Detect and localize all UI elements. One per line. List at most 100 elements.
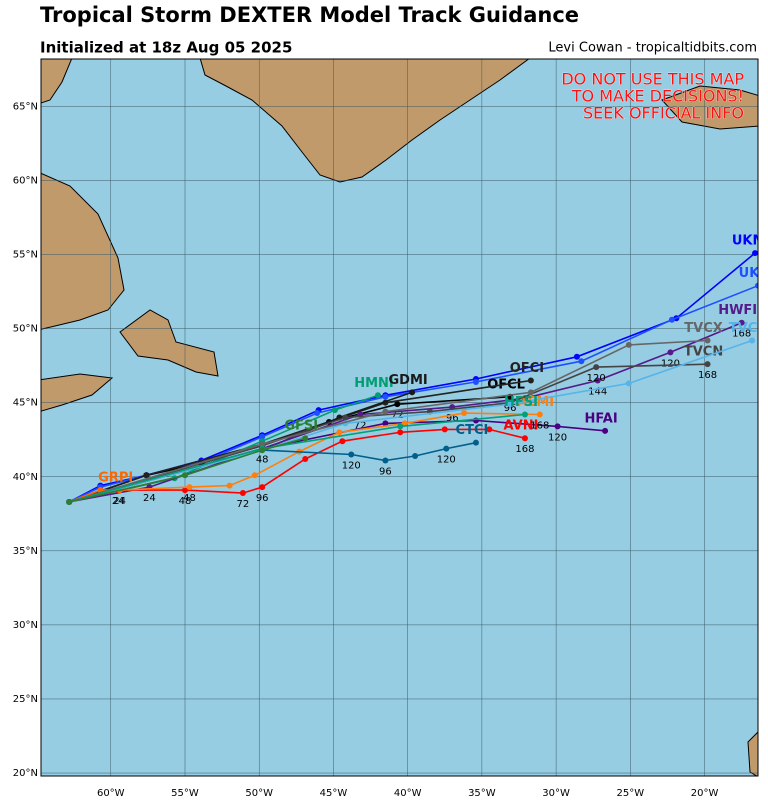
track-line	[69, 437, 306, 503]
track-point	[507, 401, 514, 408]
title: Tropical Storm DEXTER Model Track Guidan…	[40, 3, 579, 27]
track-point	[527, 389, 534, 396]
track-label: GFSI	[284, 419, 318, 434]
track-point	[336, 429, 343, 436]
track-point	[441, 426, 448, 433]
track-point	[461, 410, 468, 417]
forecast-hour: 96	[446, 413, 459, 424]
lat-tick-label: 60°N	[13, 175, 38, 186]
labrador	[41, 172, 125, 330]
track-label: OFCI	[510, 361, 544, 376]
track-label: HWFI	[718, 303, 757, 318]
subtitle: Initialized at 18z Aug 05 2025	[40, 39, 292, 57]
forecast-hour: 120	[342, 461, 361, 472]
lat-tick-label: 25°N	[13, 694, 38, 705]
baffin	[41, 59, 73, 104]
forecast-hour: 24	[113, 496, 126, 507]
track-point	[594, 377, 601, 384]
iceland	[661, 85, 758, 130]
track-point	[527, 377, 534, 384]
track-label: CTCI	[456, 423, 489, 438]
track-point	[181, 472, 188, 479]
greenland	[199, 59, 530, 183]
track-label: TVCN	[684, 345, 723, 360]
track-label: GDMI	[388, 373, 427, 388]
lon-tick-label: 45°W	[320, 788, 348, 799]
track-point	[342, 414, 349, 421]
track-point	[397, 423, 404, 430]
track-point	[755, 282, 758, 289]
lat-tick-label: 55°N	[13, 250, 38, 261]
lon-tick-label: 35°W	[468, 788, 496, 799]
track-label: HFSI	[504, 395, 538, 410]
forecast-hour: 168	[530, 421, 549, 432]
track-point	[382, 393, 389, 400]
track-point	[181, 487, 188, 494]
track-point	[302, 435, 309, 442]
lon-tick-label: 50°W	[245, 788, 273, 799]
track-point	[348, 451, 355, 458]
track-label: UKMI	[732, 234, 768, 249]
track-point	[239, 490, 246, 497]
track-point	[704, 361, 711, 368]
track-point	[143, 472, 150, 479]
forecast-hour: 120	[548, 432, 567, 443]
forecast-hour: 96	[379, 466, 392, 477]
track-label: GRPI	[98, 471, 133, 486]
track-point	[578, 358, 585, 365]
track-point	[573, 353, 580, 360]
track-point	[374, 392, 381, 399]
track-label: UKX	[739, 266, 768, 281]
lat-tick-label: 65°N	[13, 101, 38, 112]
track-point	[625, 380, 632, 387]
track-point	[382, 408, 389, 415]
track-point	[752, 250, 758, 257]
warning-line: TO MAKE DECISIONS!	[571, 87, 744, 106]
forecast-hour: 24	[112, 496, 125, 507]
track-line	[69, 412, 540, 503]
track-point	[521, 411, 528, 418]
forecast-hour: 96	[256, 493, 269, 504]
track-point	[738, 319, 745, 326]
newfoundland	[119, 309, 219, 377]
forecast-hour: 120	[587, 373, 606, 384]
forecast-hour: 24	[143, 493, 156, 504]
track-point	[382, 457, 389, 464]
track-point	[259, 484, 266, 491]
lon-tick-label: 30°W	[542, 788, 570, 799]
forecast-hour: 72	[237, 499, 250, 510]
forecast-hour: 120	[437, 455, 456, 466]
track-label: TVCA	[729, 321, 768, 336]
nova-scotia	[41, 373, 114, 412]
map-frame	[40, 58, 759, 777]
track-point	[486, 426, 493, 433]
lat-tick-label: 35°N	[13, 546, 38, 557]
track-point	[66, 498, 73, 505]
track-point	[401, 420, 408, 427]
track-line	[68, 413, 525, 503]
track-point	[382, 420, 389, 427]
track-line	[68, 339, 753, 503]
forecast-hour: 168	[515, 444, 534, 455]
forecast-hour: 48	[256, 455, 269, 466]
lat-tick-label: 20°N	[13, 768, 38, 779]
track-point	[226, 482, 233, 489]
forecast-hour: 72	[354, 421, 367, 432]
track-point	[186, 484, 193, 491]
forecast-hour: 168	[732, 329, 751, 340]
forecast-hour: 144	[588, 386, 607, 397]
forecast-hour: 48	[183, 493, 196, 504]
track-point	[314, 410, 321, 417]
forecast-hour: 168	[698, 370, 717, 381]
track-point	[593, 364, 600, 371]
track-point	[331, 407, 338, 414]
warning-line: SEEK OFFICIAL INFO	[583, 104, 744, 123]
grid	[41, 59, 758, 776]
lon-tick-label: 55°W	[171, 788, 199, 799]
track-point	[704, 337, 711, 344]
track-point	[472, 378, 479, 385]
warning-line: DO NOT USE THIS MAP	[561, 70, 744, 89]
track-point	[554, 423, 561, 430]
